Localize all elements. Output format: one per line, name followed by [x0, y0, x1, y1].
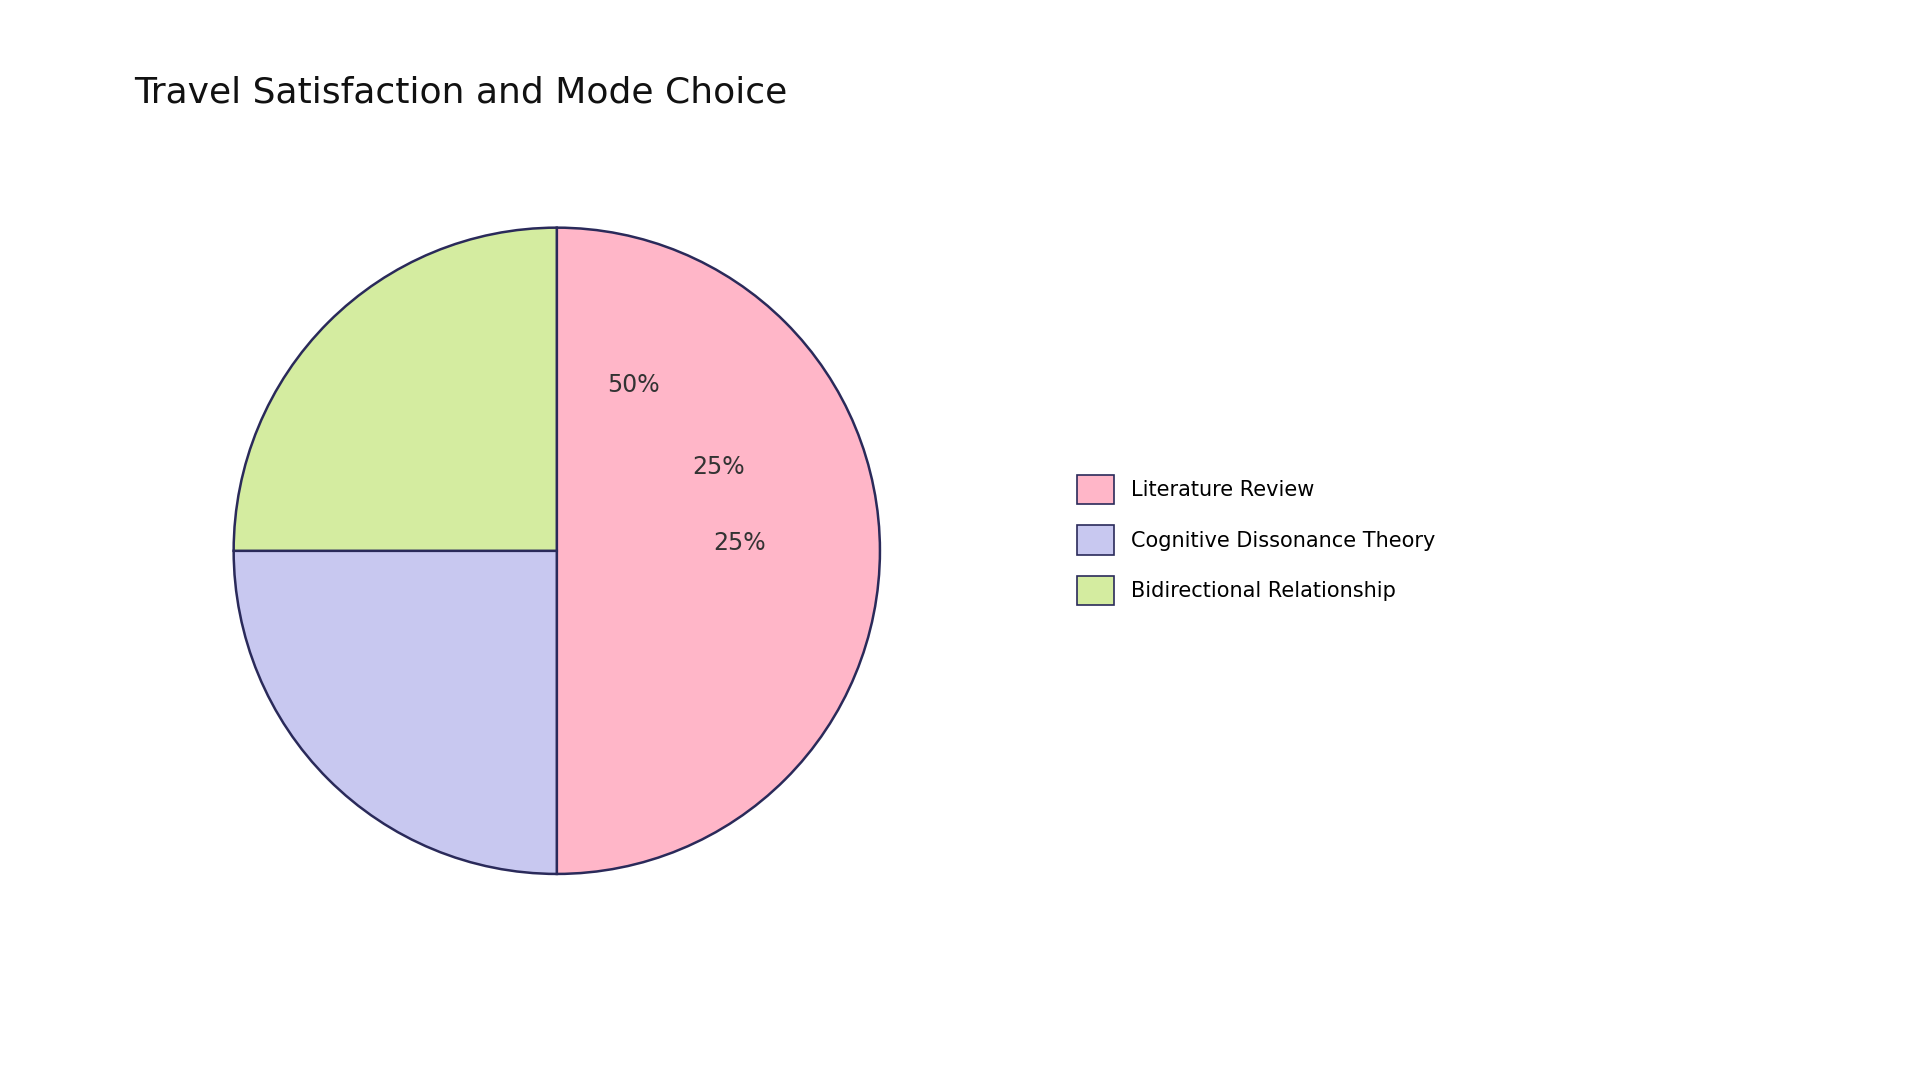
Wedge shape	[234, 228, 557, 551]
Text: Travel Satisfaction and Mode Choice: Travel Satisfaction and Mode Choice	[134, 76, 787, 109]
Legend: Literature Review, Cognitive Dissonance Theory, Bidirectional Relationship: Literature Review, Cognitive Dissonance …	[1066, 464, 1446, 616]
Text: 25%: 25%	[693, 455, 745, 478]
Text: 50%: 50%	[607, 374, 660, 397]
Wedge shape	[234, 551, 557, 874]
Wedge shape	[557, 228, 879, 874]
Text: 25%: 25%	[712, 531, 766, 555]
